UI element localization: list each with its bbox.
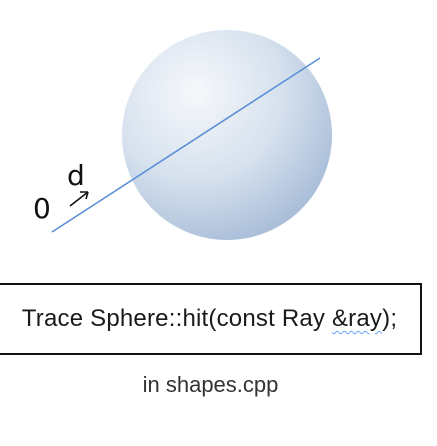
trace-call-box: Trace Sphere::hit(const Ray &ray); [0,283,422,355]
ray-line [51,57,321,233]
source-file-caption: in shapes.cpp [142,372,279,397]
sphere [122,30,332,240]
direction-label: d [67,159,85,192]
trace-call-suffix: ); [382,305,398,332]
ray-sphere-diagram: d 0 [33,30,332,240]
trace-call-prefix: Trace Sphere::hit(const Ray [21,305,332,332]
trace-call-text: Trace Sphere::hit(const Ray &ray); [22,305,397,333]
trace-call-argument: &ray [331,305,383,332]
origin-label: 0 [33,192,51,225]
direction-arrow-icon [69,191,89,207]
